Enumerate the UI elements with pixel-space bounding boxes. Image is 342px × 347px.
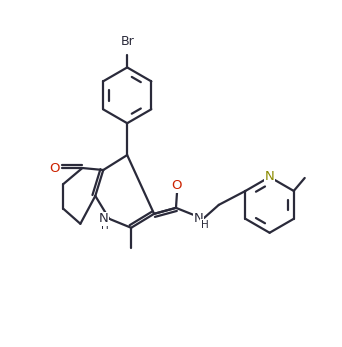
Text: N: N: [98, 212, 108, 225]
Text: H: H: [101, 221, 109, 231]
Text: H: H: [201, 220, 209, 230]
Text: Br: Br: [120, 34, 134, 48]
Text: N: N: [194, 212, 204, 225]
Text: O: O: [172, 179, 182, 193]
Text: O: O: [49, 161, 60, 175]
Text: N: N: [265, 170, 275, 184]
